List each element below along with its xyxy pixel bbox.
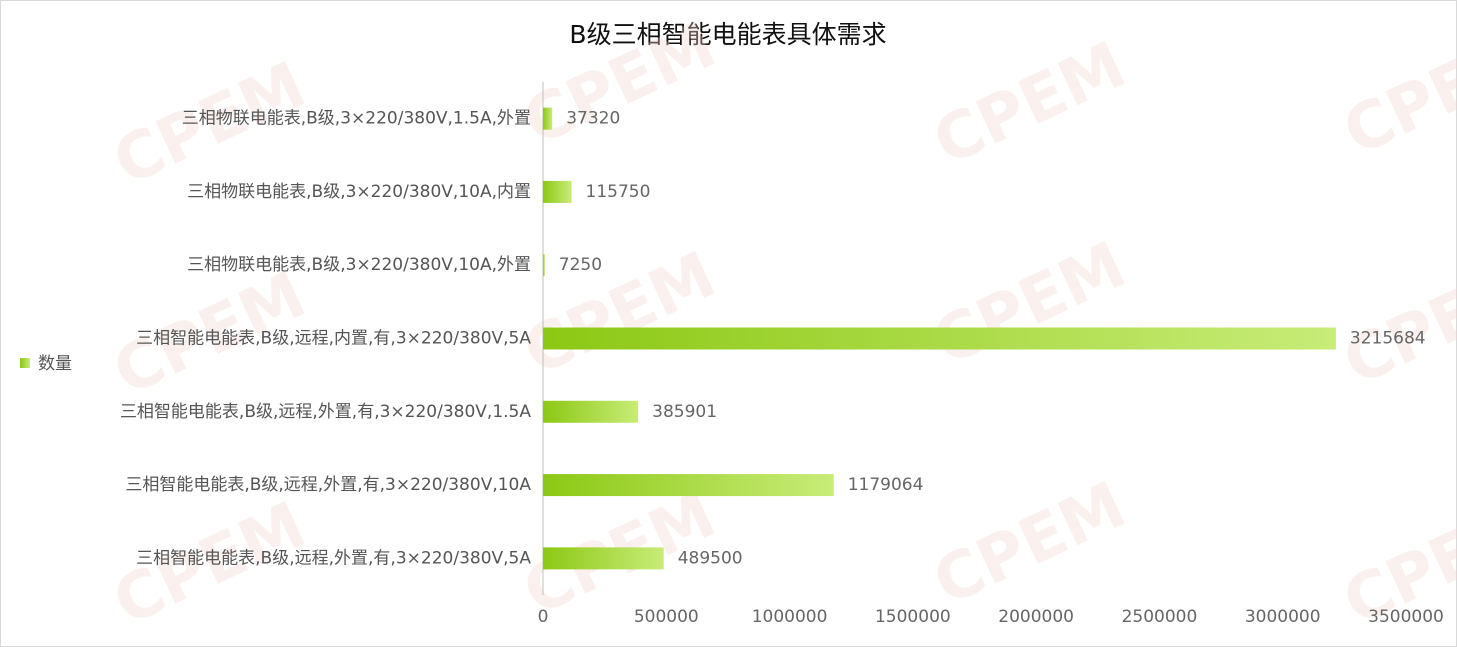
x-tick-label: 0 (538, 607, 549, 627)
y-tick-label: 三相智能电能表,B级,远程,外置,有,3×220/380V,10A (125, 475, 531, 495)
x-tick-label: 1000000 (752, 607, 828, 627)
x-tick-label: 2500000 (1122, 607, 1198, 627)
data-label: 3215684 (1350, 329, 1426, 349)
bar (543, 254, 545, 277)
legend-label: 数量 (38, 354, 72, 374)
x-tick-label: 3000000 (1245, 607, 1321, 627)
data-label: 385901 (652, 402, 717, 422)
bar (543, 547, 664, 570)
y-tick-label: 三相物联电能表,B级,3×220/380V,1.5A,外置 (182, 109, 531, 129)
x-tick-label: 3500000 (1368, 607, 1444, 627)
data-label: 7250 (559, 255, 602, 275)
data-label: 37320 (566, 109, 620, 129)
chart-title: B级三相智能电能表具体需求 (569, 20, 886, 49)
bar (543, 180, 572, 203)
bar (543, 474, 834, 497)
y-tick-label: 三相智能电能表,B级,远程,外置,有,3×220/380V,1.5A (120, 402, 531, 422)
data-label: 1179064 (848, 475, 924, 495)
x-tick-label: 1500000 (875, 607, 951, 627)
y-tick-label: 三相智能电能表,B级,远程,内置,有,3×220/380V,5A (136, 329, 531, 349)
y-tick-label: 三相物联电能表,B级,3×220/380V,10A,外置 (187, 255, 531, 275)
y-tick-label: 三相物联电能表,B级,3×220/380V,10A,内置 (187, 182, 531, 202)
legend-marker (20, 358, 30, 368)
y-tick-label: 三相智能电能表,B级,远程,外置,有,3×220/380V,5A (136, 548, 531, 568)
data-label: 489500 (678, 548, 743, 568)
x-tick-label: 2000000 (998, 607, 1074, 627)
data-label: 115750 (586, 182, 651, 202)
bar (543, 107, 553, 130)
x-tick-label: 500000 (634, 607, 699, 627)
bar (543, 400, 639, 423)
bar (543, 327, 1336, 350)
